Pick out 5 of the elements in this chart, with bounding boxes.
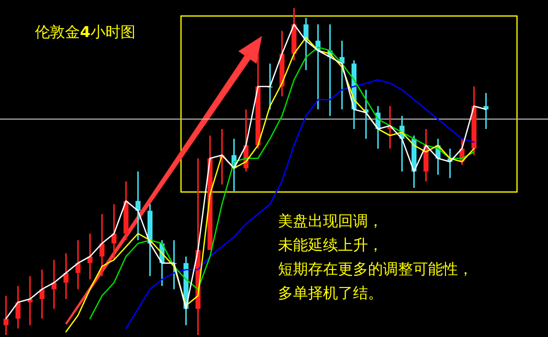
annotation: 多单择机了结。 xyxy=(278,284,383,302)
annotation: 短期存在更多的调整可能性， xyxy=(278,260,473,278)
annotation: 美盘出现回调， xyxy=(278,212,383,230)
title: 伦敦金4小时图 xyxy=(35,23,136,41)
annotation: 未能延续上升， xyxy=(278,236,383,254)
